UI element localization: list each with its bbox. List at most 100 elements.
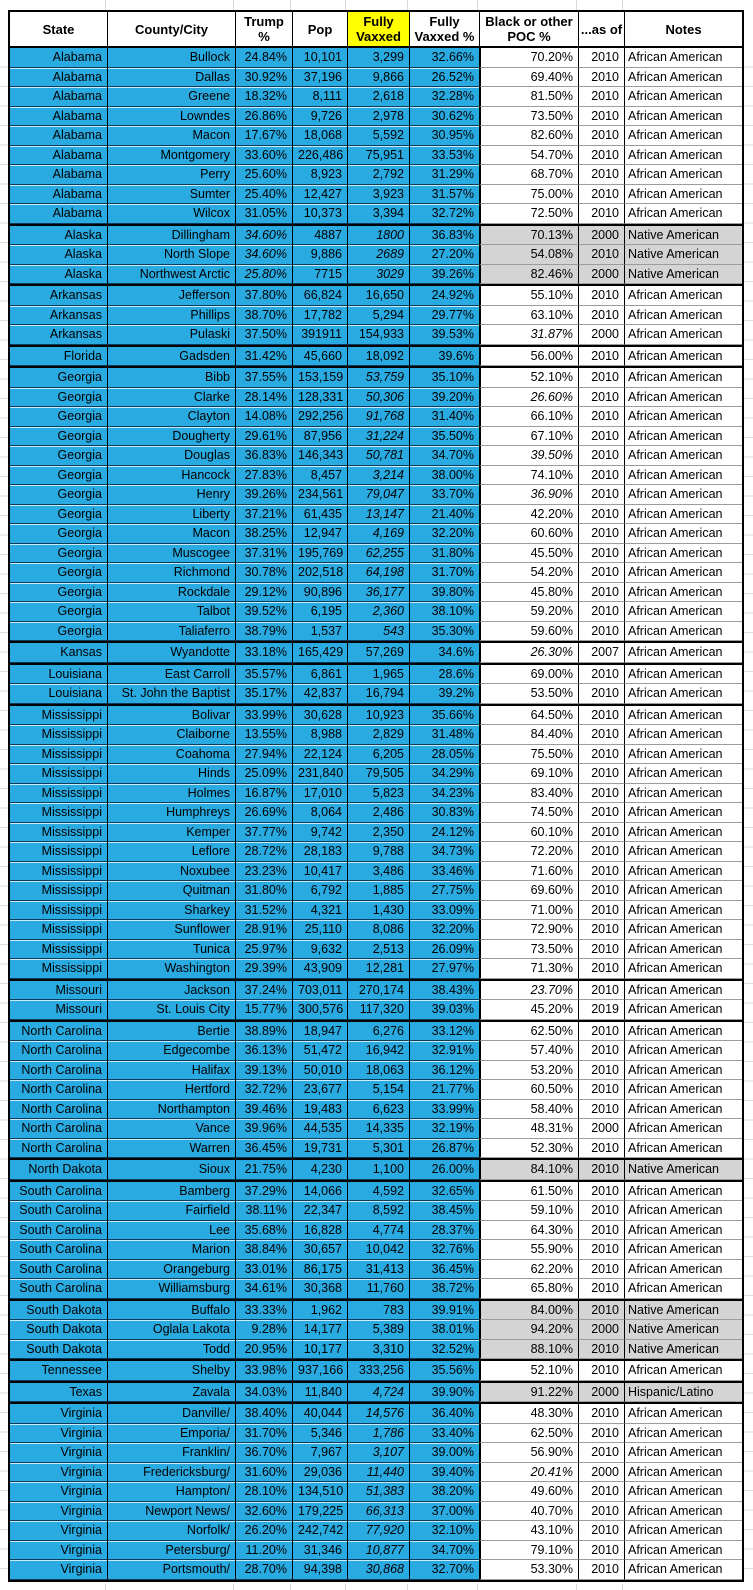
cell-state: South Carolina (10, 1201, 107, 1221)
cell-county_city: Perry (107, 165, 235, 185)
cell-fully_vaxxed_pct: 32.72% (409, 204, 479, 224)
cell-fully_vaxxed: 50,781 (347, 446, 409, 466)
cell-notes: African American (624, 822, 742, 842)
table-row: Tennessee Shelby 33.98% 937,166 333,256 35.56… (10, 1359, 742, 1381)
cell-fully_vaxxed: 8,592 (347, 1201, 409, 1221)
cell-county_city: Dougherty (107, 426, 235, 446)
cell-trump_pct: 25.40% (235, 184, 292, 204)
cell-as_of: 2010 (578, 744, 624, 764)
cell-as_of: 2010 (578, 1339, 624, 1359)
cell-pop: 10,373 (292, 204, 347, 224)
cell-fully_vaxxed: 5,823 (347, 783, 409, 803)
cell-as_of: 2000 (578, 1380, 624, 1402)
cell-notes: Hispanic/Latino (624, 1380, 742, 1402)
cell-state: Texas (10, 1380, 107, 1402)
cell-poc_pct: 45.20% (479, 1000, 578, 1020)
cell-notes: African American (624, 1220, 742, 1240)
cell-poc_pct: 71.00% (479, 900, 578, 920)
cell-fully_vaxxed: 3,310 (347, 1339, 409, 1359)
table-row: Mississippi Hinds 25.09% 231,840 79,505 34.29… (10, 764, 742, 784)
cell-county_city: Dillingham (107, 223, 235, 245)
cell-county_city: Franklin/ (107, 1443, 235, 1463)
cell-poc_pct: 69.10% (479, 764, 578, 784)
cell-poc_pct: 39.50% (479, 446, 578, 466)
cell-fully_vaxxed_pct: 33.46% (409, 861, 479, 881)
cell-fully_vaxxed_pct: 27.75% (409, 881, 479, 901)
cell-poc_pct: 84.10% (479, 1158, 578, 1180)
cell-pop: 18,068 (292, 126, 347, 146)
cell-fully_vaxxed: 2,829 (347, 725, 409, 745)
cell-notes: African American (624, 861, 742, 881)
cell-state: Georgia (10, 407, 107, 427)
cell-poc_pct: 74.50% (479, 803, 578, 823)
cell-county_city: Fredericksburg/ (107, 1462, 235, 1482)
header-cell-fully_vaxxed_pct: Fully Vaxxed % (409, 12, 479, 48)
cell-as_of: 2010 (578, 1220, 624, 1240)
cell-as_of: 2010 (578, 1201, 624, 1221)
cell-fully_vaxxed_pct: 39.53% (409, 325, 479, 345)
cell-as_of: 2010 (578, 446, 624, 466)
cell-notes: African American (624, 1201, 742, 1221)
cell-fully_vaxxed_pct: 34.6% (409, 641, 479, 663)
cell-poc_pct: 53.20% (479, 1060, 578, 1080)
table-row: North Carolina Vance 39.96% 44,535 14,335 32.… (10, 1119, 742, 1139)
cell-poc_pct: 64.30% (479, 1220, 578, 1240)
cell-state: Florida (10, 344, 107, 366)
cell-fully_vaxxed_pct: 27.97% (409, 959, 479, 979)
cell-pop: 30,628 (292, 703, 347, 725)
cell-trump_pct: 23.23% (235, 861, 292, 881)
cell-notes: African American (624, 543, 742, 563)
cell-poc_pct: 42.20% (479, 504, 578, 524)
cell-poc_pct: 59.10% (479, 1201, 578, 1221)
cell-fully_vaxxed_pct: 38.45% (409, 1201, 479, 1221)
cell-trump_pct: 27.83% (235, 465, 292, 485)
cell-as_of: 2010 (578, 504, 624, 524)
cell-state: Mississippi (10, 861, 107, 881)
cell-county_city: Halifax (107, 1060, 235, 1080)
cell-notes: African American (624, 145, 742, 165)
cell-state: Mississippi (10, 803, 107, 823)
cell-state: Virginia (10, 1402, 107, 1424)
cell-notes: African American (624, 900, 742, 920)
cell-fully_vaxxed_pct: 38.00% (409, 465, 479, 485)
cell-pop: 9,726 (292, 106, 347, 126)
cell-fully_vaxxed_pct: 32.28% (409, 87, 479, 107)
cell-poc_pct: 23.70% (479, 978, 578, 1000)
cell-poc_pct: 75.00% (479, 184, 578, 204)
margin-gridlines-right (742, 48, 753, 1582)
table-row: Mississippi Quitman 31.80% 6,792 1,885 27.75%… (10, 881, 742, 901)
cell-trump_pct: 33.18% (235, 641, 292, 663)
cell-as_of: 2010 (578, 165, 624, 185)
cell-pop: 146,343 (292, 446, 347, 466)
cell-fully_vaxxed: 154,933 (347, 325, 409, 345)
cell-fully_vaxxed: 77,920 (347, 1521, 409, 1541)
cell-state: North Carolina (10, 1080, 107, 1100)
cell-poc_pct: 26.30% (479, 641, 578, 663)
cell-notes: African American (624, 1402, 742, 1424)
cell-trump_pct: 38.40% (235, 1402, 292, 1424)
header-cell-as_of: ...as of (578, 12, 624, 48)
cell-as_of: 2010 (578, 1259, 624, 1279)
cell-trump_pct: 31.60% (235, 1462, 292, 1482)
cell-poc_pct: 88.10% (479, 1339, 578, 1359)
cell-fully_vaxxed: 18,092 (347, 344, 409, 366)
cell-fully_vaxxed: 2,486 (347, 803, 409, 823)
cell-county_city: Portsmouth/ (107, 1560, 235, 1580)
cell-as_of: 2010 (578, 344, 624, 366)
cell-notes: African American (624, 1041, 742, 1061)
cell-state: Virginia (10, 1462, 107, 1482)
cell-pop: 18,947 (292, 1019, 347, 1041)
cell-trump_pct: 36.83% (235, 446, 292, 466)
cell-state: Mississippi (10, 881, 107, 901)
cell-fully_vaxxed_pct: 38.20% (409, 1482, 479, 1502)
cell-county_city: Clarke (107, 387, 235, 407)
table-row: Mississippi Tunica 25.97% 9,632 2,513 26.09% 7… (10, 939, 742, 959)
cell-as_of: 2010 (578, 1019, 624, 1041)
cell-county_city: Tunica (107, 939, 235, 959)
table-row: Mississippi Noxubee 23.23% 10,417 3,486 33.46… (10, 861, 742, 881)
table-row: Georgia Dougherty 29.61% 87,956 31,224 35.50%… (10, 426, 742, 446)
cell-fully_vaxxed_pct: 34.70% (409, 446, 479, 466)
cell-as_of: 2010 (578, 1179, 624, 1201)
cell-notes: African American (624, 1540, 742, 1560)
cell-pop: 226,486 (292, 145, 347, 165)
